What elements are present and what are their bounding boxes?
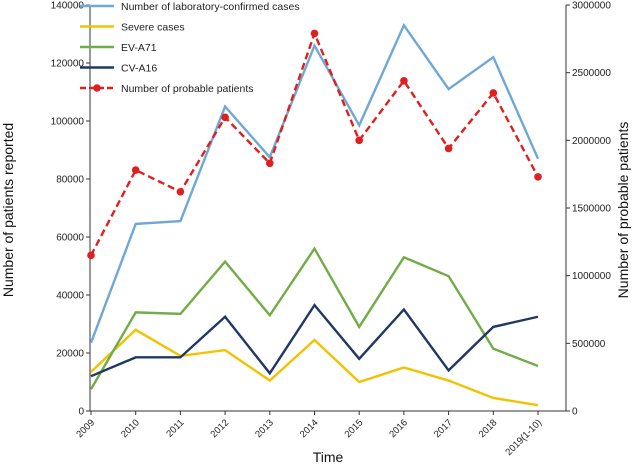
series-lines: [87, 22, 542, 407]
x-tick-label: 2011: [164, 417, 186, 439]
y-tick-label: 60000: [56, 233, 84, 244]
series-1: [90, 328, 539, 407]
legend-item: EV-A71: [80, 42, 157, 54]
series-4: [87, 29, 542, 260]
y2-axis-title: Number of probable patients: [615, 122, 631, 299]
data-point: [87, 251, 95, 260]
data-point: [310, 29, 319, 38]
y2-tick-label: 2000000: [572, 136, 611, 147]
data-point: [400, 76, 408, 85]
legend-label: Number of laboratory-confirmed cases: [121, 1, 300, 13]
x-axis-title: Time: [313, 449, 344, 465]
x-tick-labels: 2009 2010 2011 2012 2013 2014 2015 2016 2017 2018…: [74, 411, 544, 458]
left-tick-labels: 0 20000 40000 60000 80000 100000 120000 140000: [51, 1, 90, 418]
x-tick-label: 2010: [119, 417, 142, 440]
legend-label: EV-A71: [121, 42, 157, 54]
x-tick-label: 2013: [253, 417, 276, 440]
y2-tick-label: 2500000: [572, 68, 611, 79]
x-tick-label: 2012: [208, 417, 231, 440]
legend-item: Number of laboratory-confirmed cases: [80, 1, 300, 13]
data-point: [534, 173, 542, 181]
x-tick-label: 2014: [298, 417, 321, 440]
x-tick-label: 2018: [477, 417, 500, 440]
y2-tick-label: 1000000: [572, 271, 611, 282]
y-tick-label: 80000: [56, 175, 84, 186]
series-line: [90, 328, 539, 407]
y2-tick-label: 500000: [572, 339, 606, 350]
legend-label: Severe cases: [121, 21, 185, 33]
series-line: [90, 303, 539, 378]
series-line: [89, 22, 540, 344]
series-2: [89, 246, 539, 390]
data-point: [489, 89, 498, 97]
y2-tick-label: 3000000: [572, 1, 611, 12]
x-tick-label: 2019(1-10): [503, 417, 544, 458]
y2-tick-label: 0: [572, 407, 578, 418]
y-tick-label: 0: [78, 407, 84, 418]
y-axis-title: Number of patients reported: [0, 123, 16, 297]
legend-label: Number of probable patients: [121, 83, 254, 95]
y-tick-label: 120000: [51, 59, 85, 70]
series-3: [90, 303, 539, 378]
data-point: [131, 166, 140, 174]
legend-item: Severe cases: [80, 21, 185, 33]
series-0: [89, 22, 540, 344]
legend-marker: [93, 84, 101, 92]
x-tick-label: 2015: [343, 417, 366, 440]
data-point: [355, 136, 364, 145]
data-point: [444, 144, 453, 153]
data-point: [221, 113, 229, 122]
y-tick-label: 20000: [56, 349, 84, 360]
x-tick-label: 2009: [74, 417, 97, 440]
legend-item: Number of probable patients: [80, 83, 254, 95]
legend-label: CV-A16: [121, 62, 157, 74]
legend-item: CV-A16: [80, 62, 157, 74]
x-tick-label: 2017: [432, 417, 455, 440]
legend: Number of laboratory-confirmed cases Seve…: [80, 1, 300, 95]
y-tick-label: 140000: [51, 1, 85, 12]
y2-tick-label: 1500000: [572, 204, 611, 215]
data-point: [266, 159, 274, 168]
series-line: [89, 246, 539, 390]
x-tick-label: 2016: [387, 417, 410, 440]
right-tick-labels: 0 500000 1000000 1500000 2000000 2500000 30000…: [566, 1, 611, 418]
y-tick-label: 40000: [56, 291, 84, 302]
data-point: [176, 187, 185, 196]
y-tick-label: 100000: [51, 117, 85, 128]
